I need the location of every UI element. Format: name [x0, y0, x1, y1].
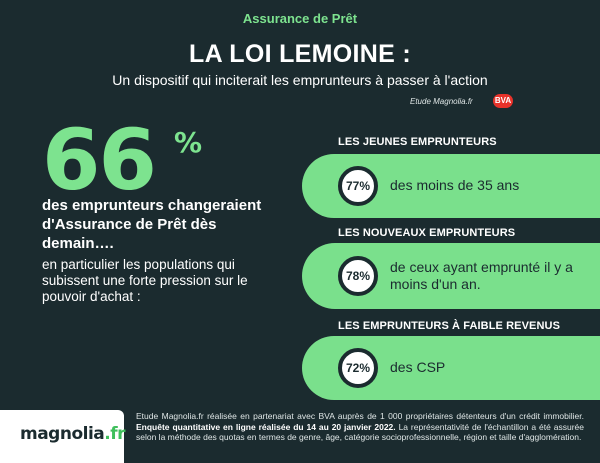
- percent-ring: 72%: [338, 348, 378, 388]
- logo-main: magnolia: [20, 424, 105, 444]
- segment-header-young: LES JEUNES EMPRUNTEURS: [338, 136, 497, 148]
- segment-description: des moins de 35 ans: [390, 177, 520, 193]
- segment-description: de ceux ayant emprunté il y a moins d'un…: [390, 259, 573, 292]
- segment-card-young: 77% des moins de 35 ans: [302, 154, 600, 218]
- segment-header-low-income: LES EMPRUNTEURS À FAIBLE REVENUS: [338, 320, 561, 332]
- category-label: Assurance de Prêt: [242, 11, 358, 26]
- segment-header-new: LES NOUVEAUX EMPRUNTEURS: [338, 227, 516, 239]
- source-note: Etude Magnolia.fr: [410, 97, 473, 106]
- segment-card-new: 78% de ceux ayant emprunté il y a moins …: [302, 243, 600, 309]
- key-stat-unit: %: [174, 126, 203, 159]
- segment-card-low-income: 72% des CSP: [302, 336, 600, 400]
- page-title: LA LOI LEMOINE :: [189, 40, 411, 68]
- methodology-note: Etude Magnolia.fr réalisée en partenaria…: [136, 411, 584, 443]
- logo-tld: .fr: [104, 424, 126, 444]
- segment-description: des CSP: [390, 359, 446, 375]
- methodology-part2: La représentativité de l'échantillon a é…: [136, 421, 584, 443]
- page-subtitle: Un dispositif qui inciterait les emprunt…: [112, 72, 488, 88]
- methodology-bold: Enquête quantitative en ligne réalisée d…: [136, 421, 396, 432]
- key-stat-detail: en particulier les populations qui subis…: [42, 257, 248, 304]
- magnolia-logo: magnolia.fr: [0, 410, 126, 463]
- percent-ring: 78%: [338, 256, 378, 296]
- logo-wordmark: magnolia.fr: [20, 424, 126, 444]
- key-stat-value: 66: [42, 111, 157, 209]
- methodology-part1: Etude Magnolia.fr réalisée en partenaria…: [136, 411, 584, 421]
- key-stat-lead: des emprunteurs changeraient d'Assurance…: [42, 197, 262, 252]
- bva-logo: BVA: [493, 94, 513, 108]
- percent-ring: 77%: [338, 166, 378, 206]
